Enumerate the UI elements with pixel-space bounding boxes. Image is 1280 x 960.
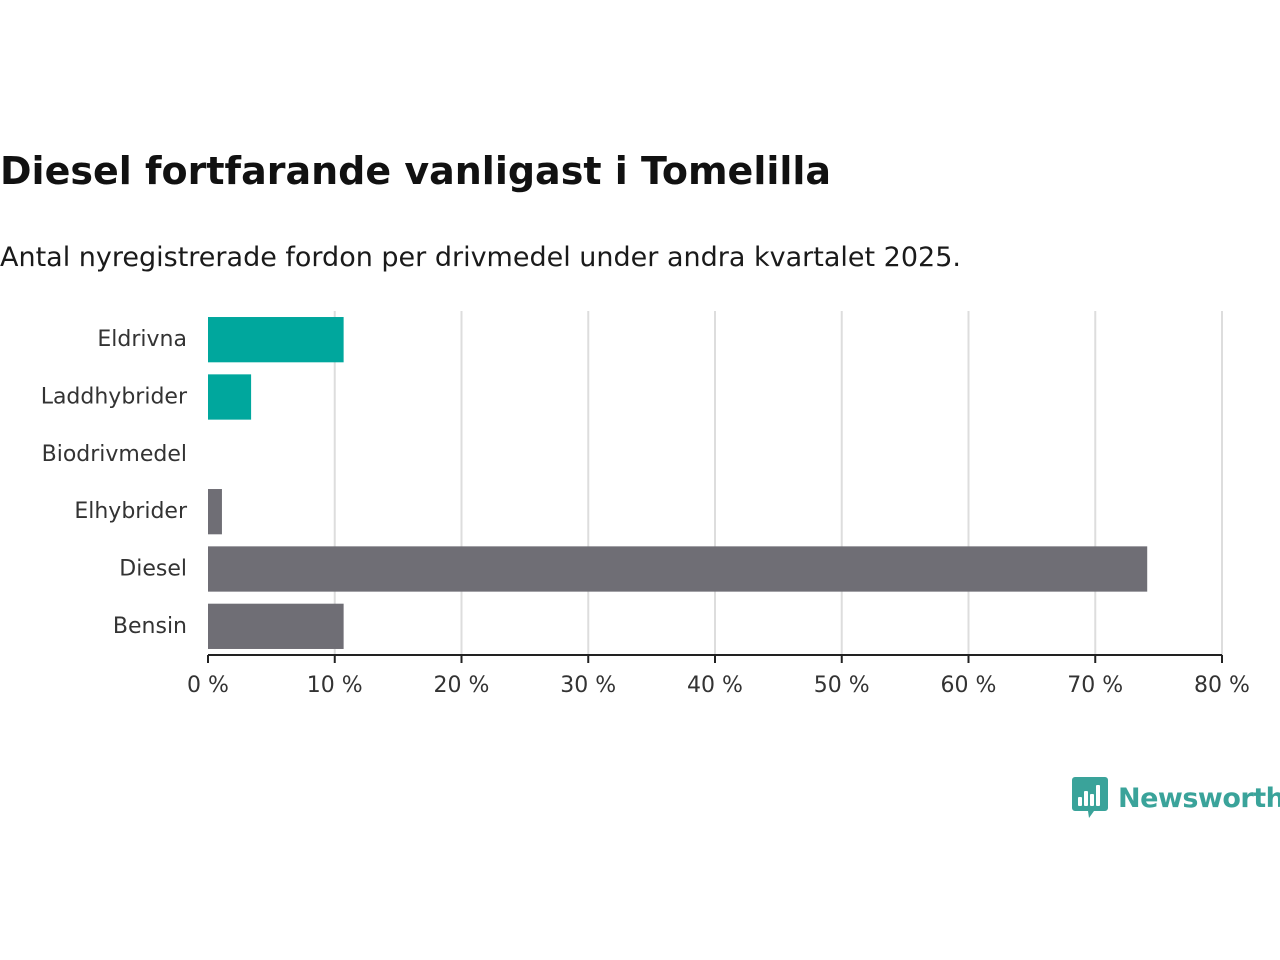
category-label: Bensin — [113, 614, 187, 639]
x-tick-label: 60 % — [941, 673, 997, 698]
category-label: Laddhybrider — [41, 385, 188, 410]
x-tick-label: 10 % — [307, 673, 363, 698]
bar — [208, 317, 344, 363]
bar — [208, 603, 344, 649]
chart-subtitle: Antal nyregistrerade fordon per drivmede… — [0, 242, 961, 273]
x-tick-label: 80 % — [1194, 673, 1250, 698]
newsworthy-logo: Newsworthy — [1072, 776, 1280, 820]
gridlines — [333, 311, 1223, 655]
category-label: Elhybrider — [74, 499, 188, 524]
bar — [208, 374, 252, 420]
x-tick-label: 70 % — [1067, 673, 1123, 698]
bars — [208, 317, 1148, 649]
chart-title: Diesel fortfarande vanligast i Tomelilla — [0, 149, 832, 193]
bar — [208, 489, 222, 535]
x-axis: 0 % 10 % 20 % 30 % 40 % 50 % 60 % 70 % 80 % — [187, 654, 1250, 698]
category-label: Eldrivna — [97, 327, 187, 352]
category-label: Diesel — [119, 557, 187, 582]
category-label: Biodrivmedel — [42, 442, 187, 467]
category-labels: Eldrivna Laddhybrider Biodrivmedel Elhybrid… — [41, 327, 188, 639]
x-tick-label: 0 % — [187, 673, 229, 698]
newsworthy-logo-icon — [1072, 777, 1108, 818]
x-tick-label: 30 % — [560, 673, 616, 698]
x-tick-label: 40 % — [687, 673, 743, 698]
x-tick-label: 20 % — [434, 673, 490, 698]
brand-name: Newsworthy — [1118, 782, 1280, 814]
x-tick-label: 50 % — [814, 673, 870, 698]
bar — [208, 546, 1148, 592]
